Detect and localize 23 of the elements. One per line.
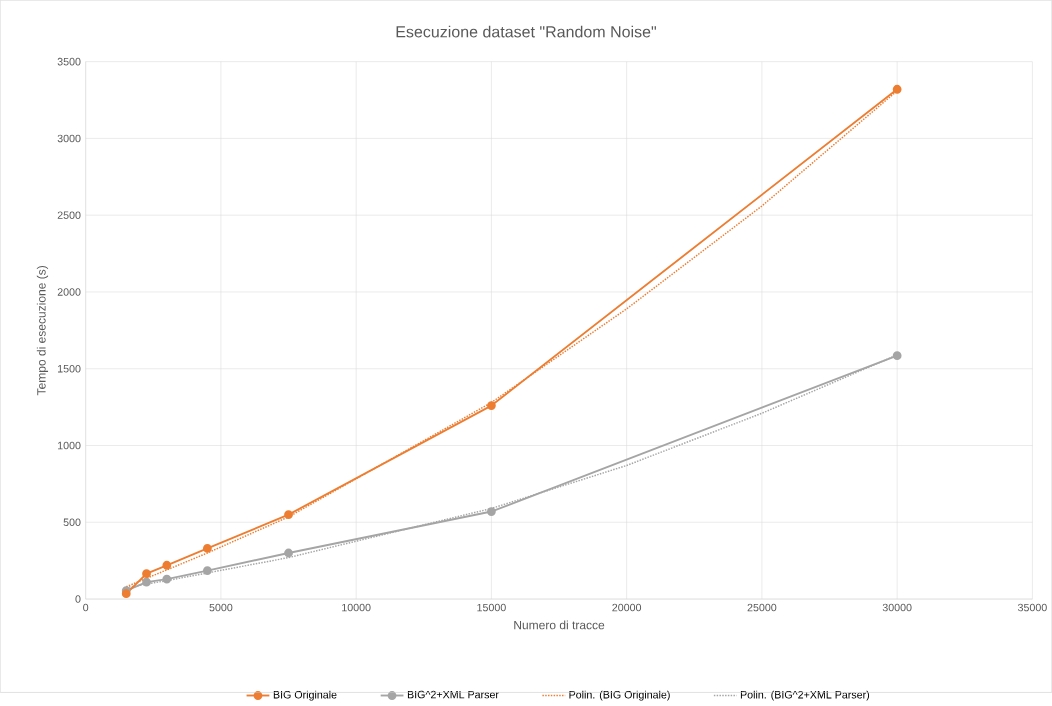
x-tick-label: 10000 bbox=[342, 603, 371, 612]
y-axis-title: Tempo di esecuzione (s) bbox=[36, 266, 49, 396]
y-tick-label: 2000 bbox=[57, 288, 81, 296]
x-tick-label: 5000 bbox=[209, 603, 233, 612]
legend-label: BIG^2+XML Parser bbox=[407, 690, 499, 699]
legend-label: BIG Originale bbox=[273, 690, 337, 701]
x-tick-label: 0 bbox=[83, 603, 89, 612]
x-axis-title: Numero di tracce bbox=[514, 620, 605, 630]
y-tick-label: 2500 bbox=[57, 211, 81, 220]
x-tick-label: 30000 bbox=[882, 603, 912, 612]
legend-label: Polin. (BIG^2+XML Parser) bbox=[740, 690, 870, 701]
x-tick-label: 35000 bbox=[1017, 603, 1047, 612]
y-tick-label: 1000 bbox=[58, 441, 81, 450]
y-tick-label: 3500 bbox=[57, 58, 81, 66]
y-tick-label: 1500 bbox=[58, 365, 81, 373]
x-tick-label: 20000 bbox=[612, 603, 642, 612]
y-tick-label: 0 bbox=[75, 595, 81, 603]
x-tick-label: 25000 bbox=[747, 603, 777, 612]
y-tick-label: 500 bbox=[63, 518, 81, 527]
chart-title: Esecuzione dataset "Random Noise" bbox=[396, 25, 657, 38]
x-tick-label: 15000 bbox=[477, 603, 506, 612]
legend-label: Polin. (BIG Originale) bbox=[569, 690, 670, 701]
y-tick-label: 3000 bbox=[57, 134, 81, 143]
